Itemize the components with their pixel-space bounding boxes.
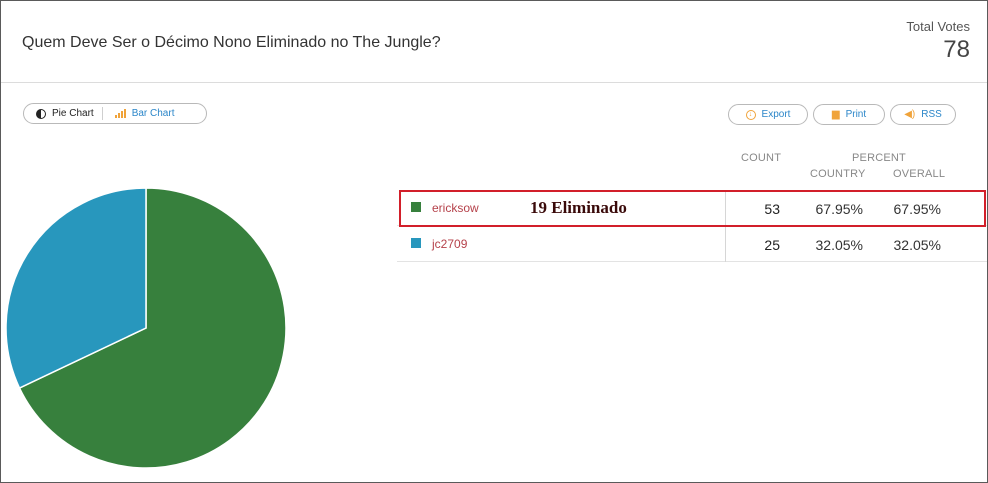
overall-percent: 67.95%: [893, 201, 941, 217]
country-percent: 32.05%: [815, 237, 863, 253]
rss-label: RSS: [921, 109, 942, 120]
candidate-name[interactable]: jc2709: [432, 237, 468, 251]
bar-chart-icon: [114, 109, 126, 118]
export-label: Export: [761, 109, 791, 120]
series-swatch: [411, 202, 421, 212]
highlight-box: [399, 190, 986, 227]
vote-count: 53: [764, 201, 780, 217]
export-button[interactable]: ↓ Export: [728, 104, 808, 125]
pie-slice-ericksow[interactable]: [18, 187, 287, 469]
pie-chart-icon: [36, 108, 46, 119]
overall-header: OVERALL: [893, 168, 946, 180]
series-swatch: [411, 238, 421, 248]
poll-title: Quem Deve Ser o Décimo Nono Eliminado no…: [22, 34, 441, 51]
print-label: Print: [845, 109, 867, 120]
print-button[interactable]: ▆ Print: [813, 104, 885, 125]
pie-chart-toggle[interactable]: Pie Chart: [24, 104, 102, 123]
bar-chart-label: Bar Chart: [131, 108, 175, 119]
table-row: jc2709 25 32.05% 32.05%: [397, 226, 987, 262]
overall-percent: 32.05%: [893, 237, 941, 253]
percent-header: PERCENT: [852, 152, 906, 164]
pie-slice-jc2709[interactable]: [5, 187, 147, 390]
total-votes-label: Total Votes: [906, 19, 970, 34]
printer-icon: ▆: [831, 108, 840, 120]
pie-chart-label: Pie Chart: [52, 108, 94, 119]
download-icon: ↓: [745, 109, 756, 120]
candidate-name[interactable]: ericksow: [432, 201, 479, 215]
count-header: COUNT: [741, 152, 782, 164]
bar-chart-toggle[interactable]: Bar Chart: [101, 107, 183, 120]
vote-count: 25: [764, 237, 780, 253]
elimination-note: 19 Eliminado: [530, 198, 627, 217]
chart-type-toggle: Pie Chart Bar Chart: [23, 103, 207, 124]
country-percent: 67.95%: [815, 201, 863, 217]
rss-button[interactable]: ◀) RSS: [890, 104, 956, 125]
rss-icon: ◀): [904, 108, 916, 120]
total-votes-value: 78: [943, 36, 970, 63]
header-divider: [1, 82, 987, 83]
country-header: COUNTRY: [810, 168, 866, 180]
